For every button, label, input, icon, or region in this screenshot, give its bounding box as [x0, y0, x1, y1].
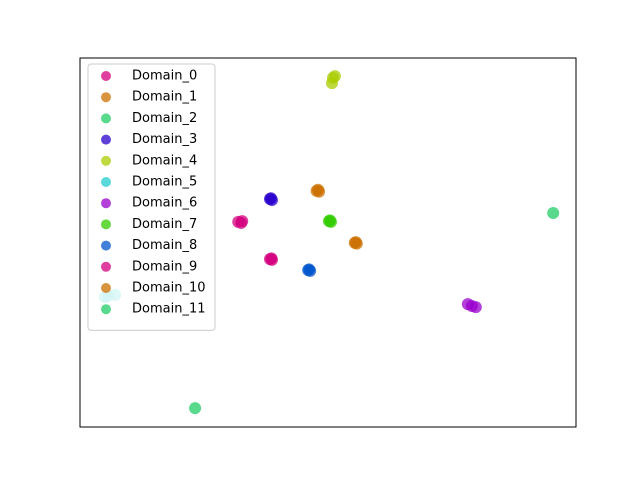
point: [265, 252, 278, 265]
point: [189, 402, 202, 415]
legend-label: Domain_8: [132, 238, 197, 253]
point: [303, 263, 316, 276]
legend-label: Domain_6: [132, 196, 197, 211]
point: [264, 192, 277, 205]
point: [236, 215, 249, 228]
legend-marker: [101, 240, 111, 251]
plot-frame: [79, 57, 577, 428]
legend-label: Domain_2: [132, 111, 197, 126]
point: [469, 301, 482, 314]
legend-marker: [101, 113, 111, 124]
legend-label: Domain_9: [132, 259, 197, 274]
legend-marker: [101, 71, 111, 81]
legend-label: Domain_0: [132, 69, 197, 84]
legend-marker: [101, 304, 111, 315]
legend-marker: [101, 92, 111, 103]
point: [547, 206, 560, 219]
point: [349, 236, 362, 249]
legend-label: Domain_3: [132, 132, 197, 147]
legend-marker: [101, 198, 111, 209]
legend-label: Domain_11: [132, 302, 206, 317]
point: [328, 70, 341, 83]
legend-label: Domain_5: [132, 175, 197, 190]
legend-label: Domain_10: [132, 281, 206, 296]
legend-marker: [101, 177, 111, 187]
point: [312, 183, 325, 196]
legend-marker: [101, 134, 111, 145]
legend-box: [87, 63, 216, 331]
legend-marker: [101, 155, 111, 166]
legend-label: Domain_4: [132, 153, 197, 168]
legend-marker: [101, 283, 111, 293]
legend-marker: [101, 261, 111, 272]
legend-marker: [101, 219, 111, 230]
legend-label: Domain_7: [132, 217, 197, 232]
point: [323, 214, 336, 227]
legend-label: Domain_1: [132, 90, 197, 105]
